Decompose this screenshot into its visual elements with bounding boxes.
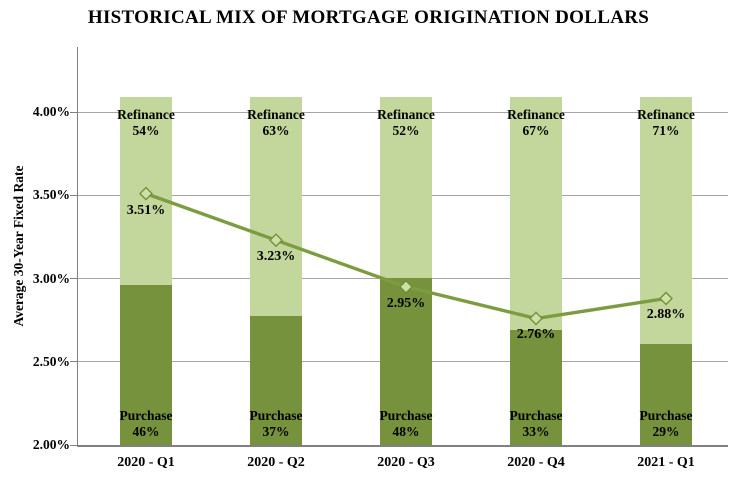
segment-value: 67%: [522, 123, 550, 138]
segment-value: 54%: [132, 123, 160, 138]
rate-label: 2.88%: [646, 307, 686, 323]
y-tick-label: 2.50%: [32, 353, 70, 369]
rate-label: 3.23%: [256, 249, 296, 265]
segment-value: 48%: [392, 424, 420, 439]
y-axis-title: Average 30-Year Fixed Rate: [11, 165, 26, 327]
y-tick-label: 3.50%: [32, 187, 70, 203]
refinance-label: Refinance 67%: [490, 107, 582, 139]
y-axis-line: [76, 47, 78, 447]
purchase-label: Purchase 48%: [360, 408, 452, 440]
x-axis-line: [78, 445, 728, 447]
purchase-label: Purchase 37%: [230, 408, 322, 440]
segment-name: Purchase: [509, 408, 563, 423]
y-tick: [70, 111, 77, 113]
y-tick-label: 3.00%: [32, 270, 70, 286]
y-tick: [70, 194, 77, 196]
segment-name: Purchase: [249, 408, 303, 423]
segment-name: Purchase: [639, 408, 693, 423]
segment-name: Refinance: [117, 107, 175, 122]
segment-value: 46%: [132, 424, 160, 439]
segment-value: 71%: [652, 123, 680, 138]
segment-name: Refinance: [637, 107, 695, 122]
x-tick-label: 2021 - Q1: [637, 455, 695, 470]
chart-title: HISTORICAL MIX OF MORTGAGE ORIGINATION D…: [87, 7, 650, 28]
segment-value: 33%: [522, 424, 550, 439]
refinance-label: Refinance 71%: [620, 107, 712, 139]
rate-label: 2.76%: [516, 327, 556, 343]
segment-name: Refinance: [507, 107, 565, 122]
y-tick-label: 2.00%: [32, 437, 70, 452]
segment-value: 52%: [392, 123, 420, 138]
x-tick-label: 2020 - Q4: [507, 455, 565, 470]
segment-value: 29%: [652, 424, 680, 439]
x-tick-label: 2020 - Q2: [247, 455, 305, 470]
rate-label: 3.51%: [126, 202, 166, 218]
bar-segment-purchase: [250, 316, 302, 445]
purchase-label: Purchase 46%: [100, 408, 192, 440]
refinance-label: Refinance 63%: [230, 107, 322, 139]
segment-name: Purchase: [119, 408, 173, 423]
y-tick-label: 4.00%: [32, 104, 70, 119]
segment-name: Refinance: [377, 107, 435, 122]
y-tick: [70, 361, 77, 363]
x-tick-label: 2020 - Q1: [117, 455, 175, 470]
refinance-label: Refinance 52%: [360, 107, 452, 139]
segment-value: 37%: [262, 424, 290, 439]
bar-segment-purchase: [640, 344, 692, 445]
x-tick-label: 2020 - Q3: [377, 455, 435, 470]
refinance-label: Refinance 54%: [100, 107, 192, 139]
y-tick: [70, 444, 77, 446]
bar-segment-purchase: [510, 330, 562, 445]
purchase-label: Purchase 33%: [490, 408, 582, 440]
segment-name: Refinance: [247, 107, 305, 122]
purchase-label: Purchase 29%: [620, 408, 712, 440]
y-tick: [70, 278, 77, 279]
rate-label: 2.95%: [386, 295, 426, 311]
segment-value: 63%: [262, 123, 290, 138]
segment-name: Purchase: [379, 408, 433, 423]
